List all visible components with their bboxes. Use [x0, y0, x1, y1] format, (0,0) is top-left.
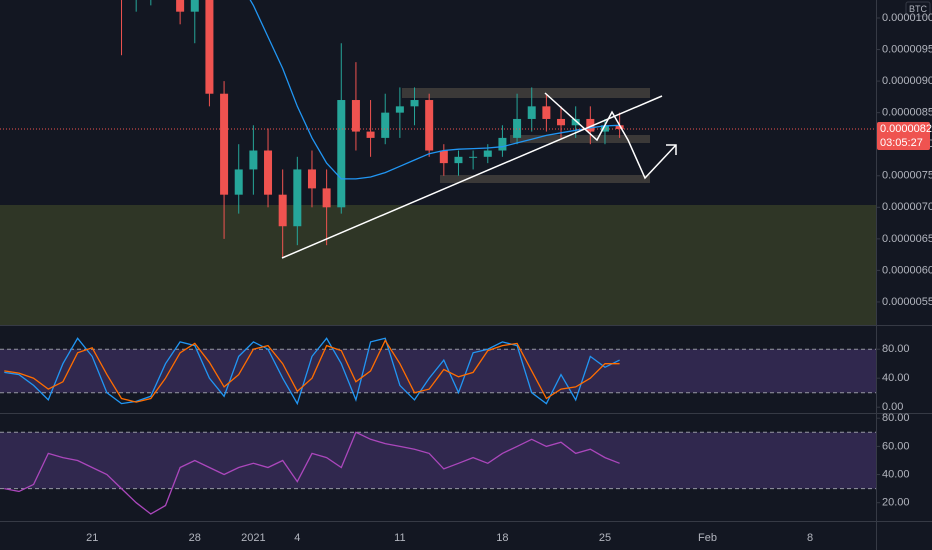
x-tick-label: 2021 [241, 532, 265, 544]
candle-body [249, 150, 258, 170]
candle-body [454, 156, 463, 164]
candle-body [513, 118, 522, 138]
candle-body [557, 118, 566, 126]
candle-body [366, 131, 375, 138]
price-pane [0, 0, 876, 325]
y-tick-label: 20.00 [882, 497, 910, 509]
series-line [4, 337, 620, 406]
projection-path [544, 92, 677, 180]
candle-body [278, 194, 287, 227]
candle-body [293, 169, 302, 227]
candle-body [439, 150, 448, 164]
candle-body [322, 188, 331, 208]
candle-body [425, 100, 434, 151]
candle-body [190, 0, 199, 12]
currency: BTC [909, 4, 928, 14]
currency-box [905, 1, 931, 17]
x-tick-label: 11 [394, 532, 405, 544]
candle-body [351, 100, 360, 132]
candle-body [586, 118, 595, 132]
x-tick-label: 25 [599, 532, 611, 544]
series-line [249, 0, 620, 180]
candle-body [498, 137, 507, 151]
arrow-head [666, 144, 677, 155]
x-tick-label: 21 [86, 532, 98, 544]
support-zone [0, 205, 876, 325]
candle-body [571, 118, 580, 126]
x-tick-label: 8 [807, 532, 813, 544]
y-tick-label: 0.00 [882, 401, 903, 413]
candle-body [395, 106, 404, 113]
stoch-pane [0, 337, 876, 406]
trend-line [281, 95, 663, 259]
candle-body [264, 150, 273, 195]
candle-body [234, 169, 243, 195]
y-tick-label: 60.00 [882, 440, 910, 452]
x-tick-label: 18 [496, 532, 508, 544]
candle-body [483, 150, 492, 157]
y-tick-label: 40.00 [882, 372, 910, 384]
candle-body [542, 106, 551, 119]
band-fill [0, 349, 876, 393]
candle-body [337, 100, 346, 208]
series-line [4, 339, 620, 403]
band-fill [0, 432, 876, 489]
last-price-tag [877, 122, 930, 151]
y-tick-label: 80.00 [882, 343, 910, 355]
candle-body [615, 125, 624, 130]
candle-body [307, 169, 316, 189]
rsi-pane [0, 431, 876, 515]
resistance-box [402, 88, 650, 98]
candle-body [469, 156, 478, 158]
candle-body [600, 125, 609, 132]
level-box [510, 135, 650, 143]
y-tick-label: 80.00 [882, 412, 910, 424]
candle-body [220, 93, 229, 195]
candle-body [381, 112, 390, 138]
countdown: 03:05:27 [880, 137, 923, 149]
series-line [4, 431, 620, 515]
y-tick-label: 40.00 [882, 468, 910, 480]
candle-body [176, 0, 185, 12]
candle-body [527, 106, 536, 119]
x-tick-label: 28 [189, 532, 201, 544]
x-tick-label: 4 [294, 532, 300, 544]
level-box [440, 175, 650, 183]
candle-body [410, 100, 419, 107]
x-tick-label: Feb [698, 532, 717, 544]
last-price-label: 0.00000824 [880, 123, 932, 135]
candle-body [205, 0, 214, 94]
drawings [281, 92, 677, 259]
